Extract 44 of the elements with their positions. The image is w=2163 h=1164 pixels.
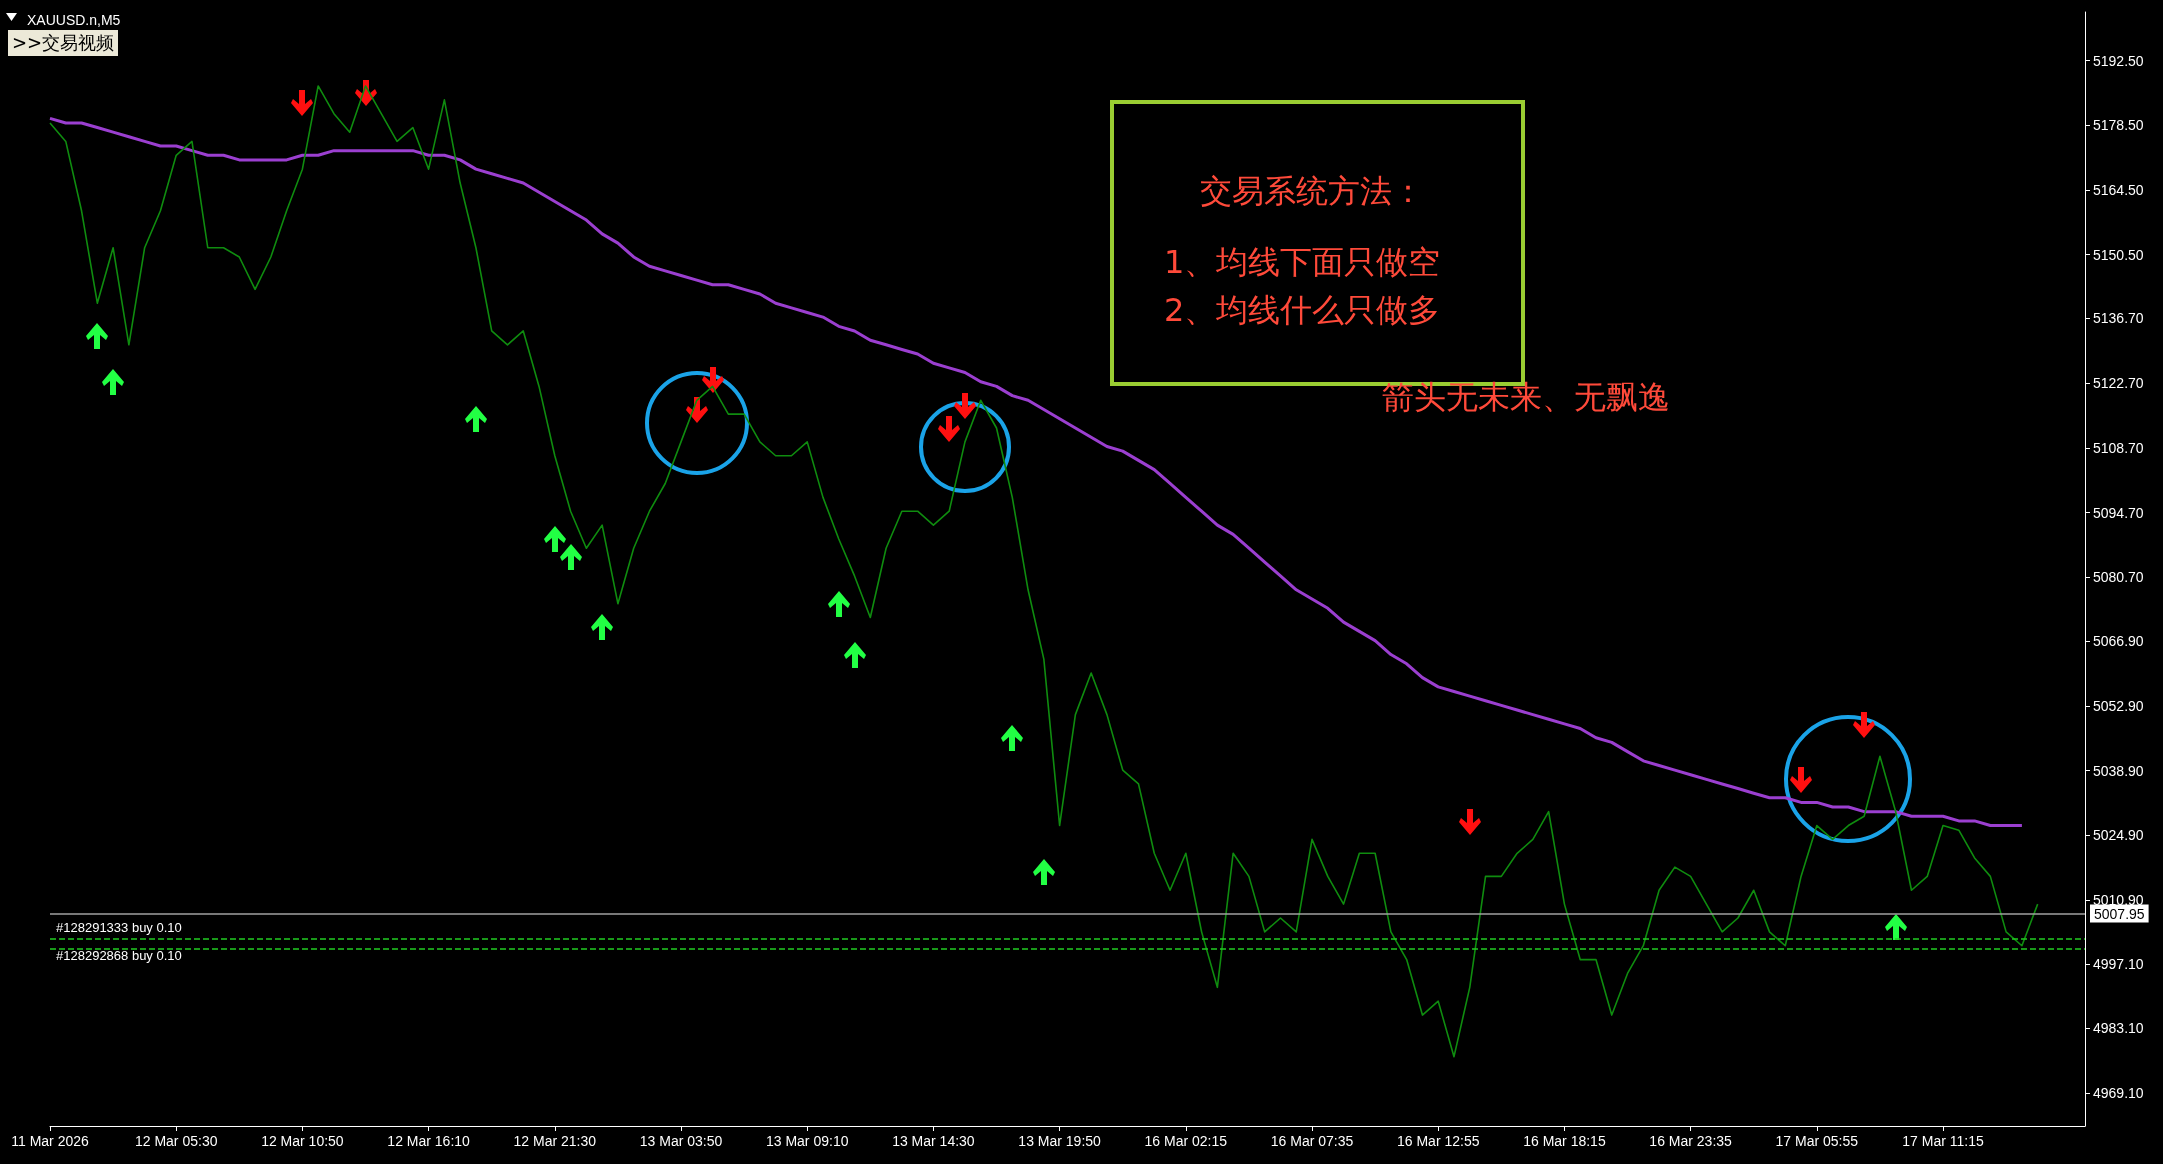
y-tick-label: 4983.10 xyxy=(2093,1020,2144,1037)
y-tick-label: 5094.70 xyxy=(2093,504,2144,521)
y-tick-label: 5178.50 xyxy=(2093,117,2144,134)
y-tick-label: 4997.10 xyxy=(2093,955,2144,972)
ref-line-label: #128292868 buy 0.10 xyxy=(56,948,182,964)
y-tick-label: 5024.90 xyxy=(2093,827,2144,844)
y-tick-label: 5150.50 xyxy=(2093,246,2144,263)
y-tick-label: 5010.90 xyxy=(2093,891,2144,908)
x-tick-label: 16 Mar 23:35 xyxy=(1649,1133,1733,1149)
y-tick-label: 5038.90 xyxy=(2093,762,2144,779)
y-tick-label: 4969.10 xyxy=(2093,1085,2144,1102)
y-tick-label: 5080.70 xyxy=(2093,569,2144,586)
x-tick-label: 12 Mar 21:30 xyxy=(513,1133,597,1149)
line-series xyxy=(48,116,2024,828)
annotation: 2、均线什么只做多 xyxy=(1164,290,1441,331)
y-tick-label: 5122.70 xyxy=(2093,375,2144,392)
x-tick-label: 13 Mar 14:30 xyxy=(892,1133,975,1149)
x-tick-label: 13 Mar 09:10 xyxy=(765,1133,849,1149)
x-tick-label: 12 Mar 16:10 xyxy=(387,1133,471,1149)
y-tick-label: 5108.70 xyxy=(2093,439,2144,456)
x-tick-label: 11 Mar 2026 xyxy=(11,1133,89,1149)
x-tick-label: 12 Mar 10:50 xyxy=(261,1133,344,1149)
y-tick-label: 5192.50 xyxy=(2093,52,2144,69)
x-tick-label: 16 Mar 18:15 xyxy=(1523,1133,1606,1149)
x-tick-label: 16 Mar 07:35 xyxy=(1270,1133,1354,1149)
y-tick-label: 5052.90 xyxy=(2093,697,2144,714)
y-tick-label: 5164.50 xyxy=(2093,181,2144,198)
y-tick-label: 5066.90 xyxy=(2093,633,2144,650)
x-tick-label: 16 Mar 02:15 xyxy=(1144,1133,1228,1149)
ref-line-label: 5007.95 xyxy=(2094,905,2145,922)
annotation: 1、均线下面只做空 xyxy=(1164,242,1441,283)
x-tick-label: 13 Mar 03:50 xyxy=(639,1133,723,1149)
x-tick-label: 17 Mar 05:55 xyxy=(1775,1133,1859,1149)
x-tick-label: 16 Mar 12:55 xyxy=(1396,1133,1480,1149)
annotation: >>交易视频 xyxy=(8,30,119,56)
x-tick-label: 12 Mar 05:30 xyxy=(134,1133,218,1149)
ref-line-label: #128291333 buy 0.10 xyxy=(56,920,182,936)
x-tick-label: 13 Mar 19:50 xyxy=(1018,1133,1102,1149)
line-series xyxy=(49,85,2039,1058)
x-tick-label: 17 Mar 11:15 xyxy=(1902,1133,1984,1149)
chart-title: XAUUSD.n,M5 xyxy=(27,12,121,28)
annotation: 箭头无未来、无飘逸 xyxy=(1382,377,1670,418)
annotation: 交易系统方法： xyxy=(1200,171,1424,212)
y-tick-label: 5136.70 xyxy=(2093,310,2144,327)
